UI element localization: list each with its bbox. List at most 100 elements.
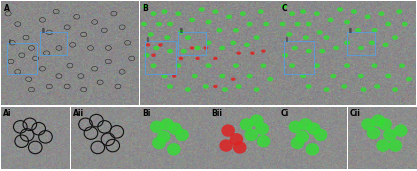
Text: Aii: Aii <box>73 109 84 118</box>
Circle shape <box>289 121 302 133</box>
Circle shape <box>306 143 319 156</box>
Circle shape <box>195 57 200 60</box>
Text: ii: ii <box>180 28 183 35</box>
Circle shape <box>148 32 154 37</box>
Circle shape <box>299 118 312 131</box>
Circle shape <box>361 118 375 131</box>
Circle shape <box>206 63 211 68</box>
Circle shape <box>244 43 250 47</box>
Circle shape <box>192 74 198 78</box>
Circle shape <box>399 63 405 68</box>
Bar <box>7 43 37 74</box>
Circle shape <box>263 22 269 26</box>
Bar <box>284 41 314 74</box>
Circle shape <box>212 9 219 14</box>
Circle shape <box>161 9 168 14</box>
Circle shape <box>292 46 298 50</box>
Circle shape <box>324 35 329 40</box>
Circle shape <box>144 53 150 58</box>
Circle shape <box>385 22 391 26</box>
Circle shape <box>233 28 239 33</box>
Circle shape <box>314 11 320 16</box>
Text: i: i <box>8 39 10 45</box>
Circle shape <box>151 54 156 57</box>
Circle shape <box>358 46 364 50</box>
Circle shape <box>372 63 377 68</box>
Circle shape <box>250 114 264 127</box>
Text: ii: ii <box>41 28 45 35</box>
Circle shape <box>317 30 323 35</box>
Circle shape <box>378 118 392 131</box>
Circle shape <box>344 20 350 24</box>
Circle shape <box>258 9 264 14</box>
Circle shape <box>344 63 350 68</box>
Circle shape <box>151 63 157 68</box>
Circle shape <box>213 57 218 60</box>
Circle shape <box>221 124 235 137</box>
Circle shape <box>282 53 288 58</box>
Circle shape <box>300 74 306 78</box>
Circle shape <box>185 35 191 40</box>
Circle shape <box>394 124 407 137</box>
Circle shape <box>167 22 173 26</box>
Circle shape <box>361 87 367 92</box>
Circle shape <box>307 122 321 135</box>
Circle shape <box>314 63 320 68</box>
Circle shape <box>358 74 364 78</box>
Circle shape <box>185 87 191 92</box>
Circle shape <box>289 63 295 68</box>
Circle shape <box>152 137 166 149</box>
Circle shape <box>279 22 286 26</box>
Circle shape <box>231 77 236 81</box>
Bar <box>146 41 176 74</box>
Circle shape <box>306 49 311 53</box>
Circle shape <box>244 129 258 141</box>
Circle shape <box>378 11 384 16</box>
Circle shape <box>203 84 209 89</box>
Circle shape <box>351 9 357 14</box>
Circle shape <box>206 20 211 24</box>
Circle shape <box>306 22 311 26</box>
Text: Bii: Bii <box>211 109 222 118</box>
Circle shape <box>189 18 195 22</box>
Circle shape <box>385 74 391 78</box>
Circle shape <box>257 135 270 147</box>
Circle shape <box>222 87 228 92</box>
Circle shape <box>255 122 269 135</box>
Circle shape <box>389 139 402 152</box>
Circle shape <box>319 49 325 53</box>
Circle shape <box>392 87 398 92</box>
Circle shape <box>254 35 260 40</box>
Circle shape <box>178 30 184 35</box>
Circle shape <box>181 49 187 53</box>
Circle shape <box>330 74 337 78</box>
Circle shape <box>233 63 239 68</box>
Circle shape <box>203 46 208 50</box>
Circle shape <box>216 28 223 33</box>
Circle shape <box>175 11 181 16</box>
Circle shape <box>355 28 361 33</box>
Circle shape <box>141 22 147 26</box>
Circle shape <box>281 4 287 9</box>
Circle shape <box>342 84 347 89</box>
Circle shape <box>190 46 194 50</box>
Circle shape <box>247 22 253 26</box>
Circle shape <box>168 122 182 135</box>
Circle shape <box>372 114 385 127</box>
Circle shape <box>383 129 397 141</box>
Circle shape <box>142 4 148 9</box>
Circle shape <box>295 131 309 143</box>
Circle shape <box>161 74 168 78</box>
Text: ii: ii <box>349 28 352 35</box>
Circle shape <box>247 74 253 78</box>
Circle shape <box>392 35 398 40</box>
Circle shape <box>306 84 311 89</box>
Circle shape <box>369 41 375 45</box>
Circle shape <box>240 118 254 131</box>
Circle shape <box>167 143 181 156</box>
Circle shape <box>167 84 173 89</box>
Circle shape <box>289 11 295 16</box>
Circle shape <box>254 87 260 92</box>
Text: C: C <box>281 4 287 13</box>
Text: i: i <box>285 37 287 43</box>
